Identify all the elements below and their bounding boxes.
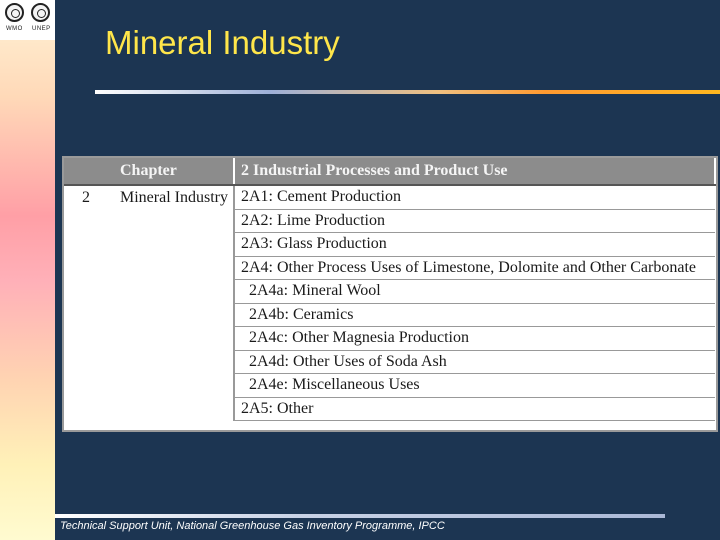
footer-text: Technical Support Unit, National Greenho… [60, 520, 445, 532]
organization-logos: WMO UNEP [0, 0, 55, 40]
category-cell: 2A4e: Miscellaneous Uses [233, 373, 715, 398]
table-row: 2A4: Other Process Uses of Limestone, Do… [64, 256, 715, 280]
chapter-cell [64, 374, 234, 398]
chapter-number: 2 [82, 188, 90, 206]
footer-divider [55, 514, 665, 518]
category-cell: 2A3: Glass Production [233, 232, 715, 257]
table-row: 2 Mineral Industry 2A1: Cement Production [64, 185, 715, 210]
table-row: 2A4e: Miscellaneous Uses [64, 373, 715, 398]
category-column-header: 2 Industrial Processes and Product Use [234, 158, 716, 186]
chapter-cell [64, 233, 234, 257]
table-row: 2A2: Lime Production [64, 209, 715, 233]
chapter-cell: 2 Mineral Industry [64, 185, 234, 209]
table-row: 2A4a: Mineral Wool [64, 279, 715, 304]
category-cell: 2A4b: Ceramics [233, 303, 715, 327]
chapter-cell [64, 397, 234, 421]
unep-logo-caption: UNEP [32, 26, 51, 32]
chapter-cell [64, 303, 234, 327]
category-cell: 2A4: Other Process Uses of Limestone, Do… [233, 256, 715, 280]
category-cell: 2A4d: Other Uses of Soda Ash [233, 350, 715, 374]
chapter-cell [64, 280, 234, 304]
chapter-cell [64, 327, 234, 351]
slide-title: Mineral Industry [105, 24, 340, 61]
decorative-side-strip [0, 0, 55, 540]
category-cell: 2A4a: Mineral Wool [233, 279, 715, 304]
table-header-row: Chapter 2 Industrial Processes and Produ… [64, 158, 716, 186]
wmo-logo-caption: WMO [6, 26, 23, 32]
table-row: 2A4d: Other Uses of Soda Ash [64, 350, 715, 374]
table-row: 2A4c: Other Magnesia Production [64, 326, 715, 351]
table-row: 2A5: Other [64, 397, 715, 421]
category-cell: 2A5: Other [233, 397, 715, 421]
category-cell: 2A1: Cement Production [233, 185, 715, 210]
chapter-cell [64, 350, 234, 374]
table-row: 2A3: Glass Production [64, 232, 715, 257]
table-row: 2A4b: Ceramics [64, 303, 715, 327]
chapter-column-header: Chapter [64, 158, 235, 186]
wmo-logo-icon [5, 3, 24, 22]
category-cell: 2A2: Lime Production [233, 209, 715, 233]
chapter-name: Mineral Industry [120, 188, 228, 206]
category-table: Chapter 2 Industrial Processes and Produ… [62, 156, 718, 432]
title-divider [95, 90, 720, 94]
unep-logo-icon [31, 3, 50, 22]
chapter-cell [64, 209, 234, 233]
chapter-cell [64, 256, 234, 280]
category-cell: 2A4c: Other Magnesia Production [233, 326, 715, 351]
